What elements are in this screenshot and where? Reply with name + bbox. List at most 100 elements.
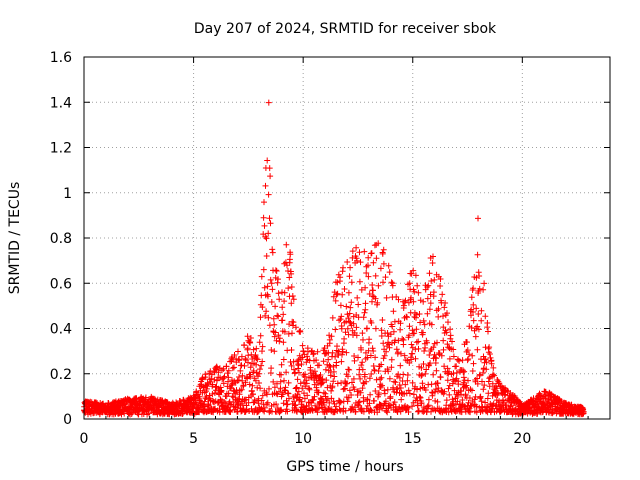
data-point (416, 311, 423, 317)
data-point (380, 246, 387, 253)
data-point (300, 348, 307, 354)
data-point (258, 362, 265, 369)
x-tick-label: 0 (80, 431, 89, 447)
data-point (304, 353, 310, 360)
data-point (258, 273, 265, 280)
data-point (377, 376, 384, 383)
data-point (428, 408, 434, 415)
data-point (395, 337, 402, 344)
data-point (337, 399, 344, 406)
data-point (369, 298, 375, 305)
data-point (225, 390, 232, 397)
data-point (438, 352, 445, 359)
data-point (369, 293, 376, 299)
data-point (319, 379, 326, 386)
data-point (453, 363, 460, 370)
data-point (369, 345, 376, 352)
data-point (331, 373, 338, 380)
data-point (231, 352, 238, 358)
data-point (404, 377, 411, 384)
data-point (357, 375, 364, 382)
data-point (234, 400, 241, 407)
data-point (257, 332, 264, 339)
data-point (427, 300, 434, 307)
data-point (411, 330, 418, 337)
data-point (367, 352, 374, 359)
data-point (307, 364, 314, 371)
data-point (303, 359, 310, 366)
data-point (490, 364, 497, 371)
data-point (469, 368, 476, 374)
data-point (447, 332, 454, 339)
data-point (311, 393, 318, 400)
data-point (259, 343, 266, 350)
data-point (367, 391, 374, 398)
data-point (396, 374, 403, 381)
data-point (424, 295, 431, 302)
data-point (490, 371, 496, 378)
data-point (281, 298, 288, 305)
data-point (406, 360, 413, 366)
data-point (227, 409, 234, 415)
data-point (337, 407, 344, 414)
data-point (408, 270, 415, 277)
data-point (488, 360, 495, 367)
data-point (118, 411, 125, 418)
data-point (346, 310, 353, 317)
data-point (465, 356, 472, 362)
data-point (376, 406, 383, 413)
data-point (483, 359, 490, 366)
data-point (314, 348, 321, 355)
x-tick-label: 5 (189, 431, 198, 447)
y-tick-label: 0.2 (50, 367, 72, 383)
data-point (347, 319, 354, 326)
data-point (419, 371, 425, 378)
y-tick-label: 1.6 (50, 50, 72, 66)
data-point (341, 385, 348, 392)
data-point (358, 362, 365, 369)
data-point (413, 326, 420, 333)
y-tick-label: 1 (63, 186, 72, 202)
data-point (394, 386, 401, 393)
data-point (257, 314, 264, 321)
y-tick-label: 0 (63, 412, 72, 428)
data-point (410, 298, 417, 305)
data-point (288, 362, 295, 369)
data-point (342, 329, 349, 336)
data-point (345, 289, 352, 296)
data-point (286, 256, 293, 263)
data-point (425, 402, 432, 409)
data-point (272, 303, 279, 310)
data-point (249, 382, 256, 389)
data-point (377, 265, 384, 272)
data-point (290, 319, 297, 326)
data-point (318, 380, 325, 387)
data-point (478, 317, 485, 324)
data-point (325, 356, 332, 363)
data-point (297, 380, 304, 387)
data-point (329, 349, 336, 356)
data-point (405, 299, 412, 306)
data-point (486, 344, 493, 351)
data-point (431, 406, 438, 413)
data-point (478, 307, 485, 314)
data-point (275, 290, 282, 297)
data-point (317, 372, 324, 378)
data-point (365, 273, 372, 280)
data-point (390, 328, 397, 335)
data-point (450, 346, 457, 353)
data-point (470, 301, 477, 308)
data-point (201, 389, 208, 396)
data-point (338, 313, 345, 320)
data-point (350, 320, 357, 327)
data-point (180, 410, 186, 417)
data-point (409, 350, 416, 357)
y-tick-label: 0.6 (50, 276, 72, 292)
data-point (480, 369, 486, 376)
data-point (401, 298, 408, 305)
data-point (295, 388, 302, 395)
data-point (341, 335, 348, 342)
data-point (239, 372, 246, 379)
data-point (251, 397, 258, 403)
data-point (344, 259, 351, 265)
